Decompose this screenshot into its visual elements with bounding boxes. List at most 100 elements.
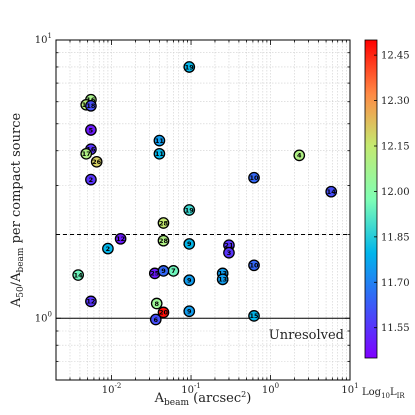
- data-point: 14: [325, 185, 338, 198]
- data-point: 5: [85, 124, 97, 136]
- colorbar-tick-label: 12.00: [381, 187, 410, 198]
- data-point: 9: [183, 274, 196, 287]
- tick-labels: 10-2 10-1 100 101 100 101: [35, 32, 359, 396]
- data-point-marker: [183, 274, 196, 287]
- data-point-marker: [85, 173, 97, 186]
- data-point-label: 26: [92, 158, 102, 166]
- colorbar: [364, 39, 378, 359]
- data-point-label: 9: [187, 277, 192, 285]
- data-point-marker: [183, 238, 196, 250]
- data-point-marker: [153, 147, 166, 160]
- data-point-label: 11: [155, 150, 165, 158]
- data-point-label: 9: [161, 267, 166, 275]
- data-point: 19: [183, 204, 196, 216]
- data-point-marker: [248, 259, 260, 272]
- data-point: 9: [183, 305, 196, 318]
- data-point-marker: [85, 124, 97, 136]
- colorbar-tick-label: 11.70: [381, 278, 410, 289]
- data-point: 8: [150, 297, 163, 310]
- data-point-marker: [85, 295, 97, 308]
- data-point-label: 5: [89, 126, 94, 134]
- unresolved-annotation: Unresolved: [269, 328, 344, 343]
- data-point-label: 20: [159, 309, 169, 317]
- data-point-label: 2: [89, 176, 94, 184]
- data-point: 15: [248, 310, 260, 322]
- colorbar-ticks: 11.55 11.70 11.85 12.00 12.15 12.30 12.45: [374, 51, 410, 334]
- data-point: 2: [102, 242, 114, 255]
- data-point-label: 8: [154, 300, 159, 308]
- data-point-label: 21: [224, 242, 234, 250]
- data-point-marker: [248, 310, 260, 322]
- y-axis-label: A50/Abeam per compact source: [9, 113, 26, 309]
- data-point-label: 15: [249, 312, 259, 320]
- data-point-label: 10: [249, 174, 259, 182]
- data-point: 28: [157, 234, 170, 247]
- data-point-marker: [183, 61, 196, 73]
- data-point-marker: [149, 313, 162, 326]
- data-point-label: 16: [86, 146, 96, 154]
- data-point: 7: [167, 265, 180, 277]
- colorbar-tick-label: 12.30: [381, 96, 410, 107]
- data-point: 9: [183, 238, 196, 250]
- plot-frame: [55, 39, 351, 381]
- data-point: 28: [157, 217, 170, 229]
- data-point-label: 10: [249, 262, 259, 270]
- data-point-marker: [90, 155, 103, 168]
- colorbar-tick-label: 12.15: [381, 142, 410, 153]
- data-point-label: 13: [218, 276, 227, 284]
- data-point: 11: [153, 147, 166, 160]
- data-point: 14: [72, 269, 85, 281]
- data-point-marker: [183, 305, 196, 318]
- data-point-label: 4: [297, 152, 302, 160]
- data-points: 1617185161726219111128192891227259914128…: [72, 61, 338, 326]
- y-tick-label: 101: [35, 32, 52, 46]
- data-point-marker: [150, 297, 163, 310]
- axis-ticks: [55, 39, 351, 381]
- data-point-label: 12: [116, 235, 125, 243]
- data-point-marker: [153, 134, 166, 147]
- data-point: 18: [85, 99, 97, 112]
- data-point: 11: [153, 134, 166, 147]
- data-point-label: 14: [74, 271, 84, 279]
- data-point: 3: [223, 246, 235, 259]
- data-point-marker: [102, 242, 114, 255]
- x-tick-label: 10-1: [181, 382, 201, 396]
- data-point-label: 18: [86, 102, 96, 110]
- data-point-marker: [157, 217, 170, 229]
- data-point-marker: [85, 99, 97, 112]
- data-point-label: 7: [171, 267, 176, 275]
- data-point: 17: [80, 147, 93, 160]
- data-point-label: 17: [82, 150, 91, 158]
- data-point-marker: [248, 171, 260, 184]
- data-point: 10: [248, 171, 260, 184]
- colorbar-tick-label: 11.85: [381, 232, 410, 243]
- data-point: 12: [114, 232, 127, 245]
- data-point-marker: [80, 147, 93, 160]
- data-point: 6: [149, 313, 162, 326]
- data-point-marker: [157, 265, 170, 277]
- data-point-label: 2: [106, 245, 111, 253]
- data-point-label: 12: [86, 298, 95, 306]
- data-point: 26: [90, 155, 103, 168]
- colorbar-tick-label: 11.55: [381, 323, 410, 334]
- data-point: 12: [85, 295, 97, 308]
- x-axis-label: Abeam (arcsec2): [154, 390, 252, 408]
- data-point: 10: [248, 259, 260, 272]
- reference-lines: [56, 234, 350, 319]
- data-point-label: 25: [150, 270, 160, 278]
- data-point-marker: [157, 234, 170, 247]
- data-point-label: 3: [227, 249, 232, 257]
- data-point-label: 6: [154, 316, 159, 324]
- data-point-marker: [157, 306, 170, 319]
- data-point-label: 28: [159, 219, 169, 227]
- data-point-label: 14: [327, 188, 337, 196]
- x-tick-label: 100: [262, 382, 279, 396]
- colorbar-tick-label: 12.45: [381, 51, 410, 62]
- y-tick-label: 100: [35, 310, 52, 324]
- data-point-marker: [293, 149, 306, 162]
- data-point-label: 19: [185, 206, 195, 214]
- data-point: 13: [216, 273, 229, 286]
- data-point-marker: [216, 273, 229, 286]
- data-point-marker: [183, 204, 196, 216]
